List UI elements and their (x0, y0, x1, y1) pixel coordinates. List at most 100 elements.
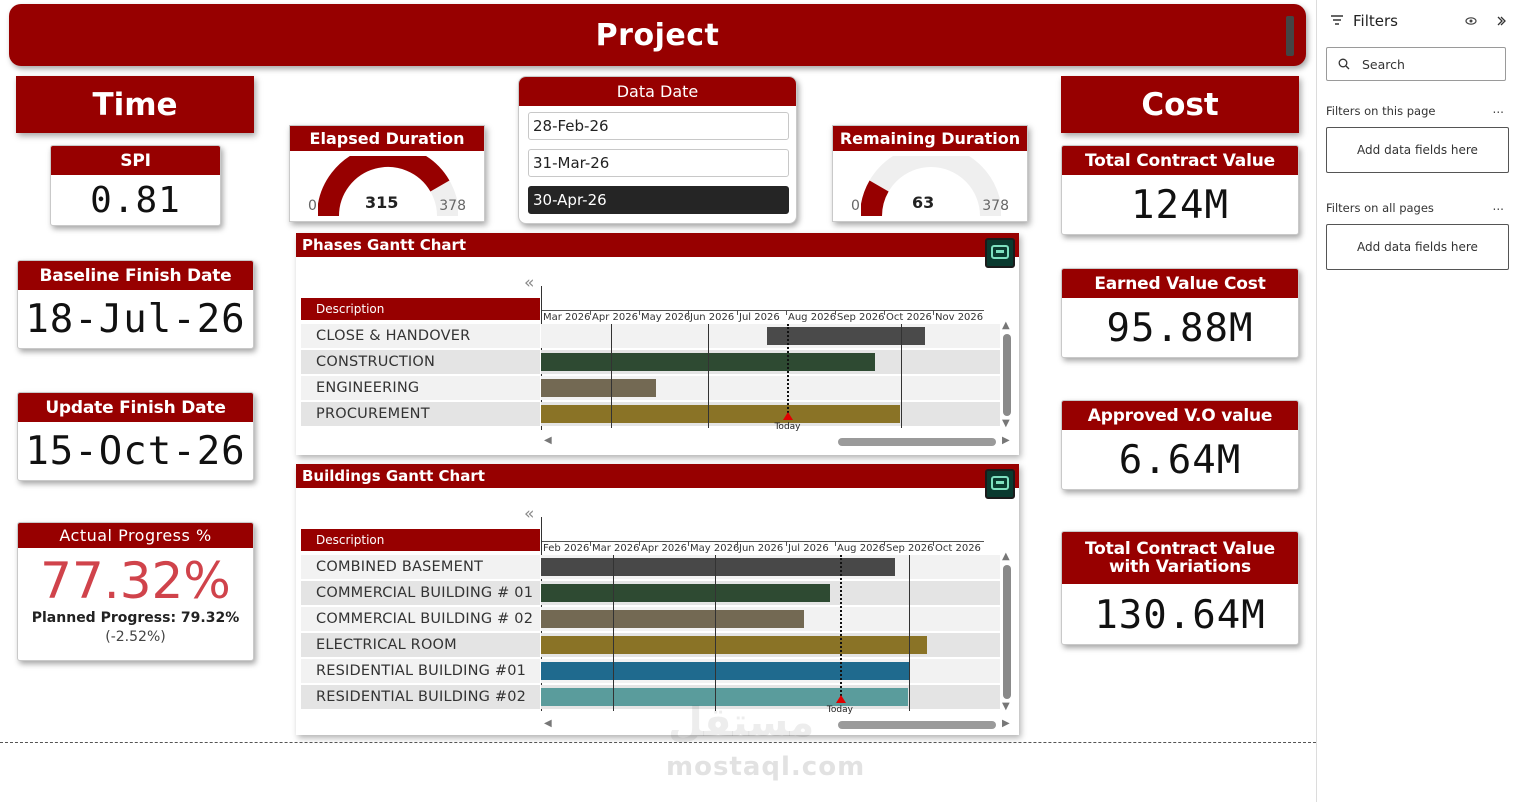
data-date-option[interactable]: 31-Mar-26 (528, 149, 789, 177)
spi-card[interactable]: SPI 0.81 (50, 145, 221, 226)
add-fields-all-pages[interactable]: Add data fields here (1326, 224, 1509, 270)
buildings-horizontal-scrollbar[interactable] (838, 721, 996, 729)
total-with-variations-card[interactable]: Total Contract Value with Variations 130… (1061, 531, 1299, 645)
buildings-task-bar[interactable] (541, 688, 908, 706)
buildings-axis-tick (590, 541, 591, 546)
phases-gridline (901, 324, 903, 428)
search-placeholder: Search (1362, 57, 1405, 72)
buildings-axis-tick (933, 541, 934, 546)
buildings-scroll-right-icon[interactable]: ▶ (1002, 718, 1010, 729)
buildings-month-label: Aug 2026 (837, 543, 886, 554)
buildings-scroll-down-icon[interactable]: ▼ (1002, 701, 1010, 712)
buildings-gantt-title: Buildings Gantt Chart (296, 464, 1019, 488)
filters-pane: Filters Search Filters on this page ... … (1316, 0, 1516, 802)
data-date-option[interactable]: 28-Feb-26 (528, 112, 789, 140)
filter-search-input[interactable]: Search (1326, 47, 1506, 81)
approved-vo-card[interactable]: Approved V.O value 6.64M (1061, 400, 1299, 490)
phases-axis-tick (688, 310, 689, 315)
update-finish-value: 15-Oct-26 (25, 428, 246, 474)
page-title: Project (595, 17, 720, 53)
actual-progress-card[interactable]: Actual Progress % 77.32% Planned Progres… (17, 522, 254, 661)
buildings-row-label[interactable]: RESIDENTIAL BUILDING #01 (301, 659, 540, 683)
gantt-export-button[interactable] (985, 469, 1015, 499)
filters-title: Filters (1353, 12, 1398, 30)
buildings-task-bar[interactable] (541, 662, 909, 680)
phases-scroll-right-icon[interactable]: ▶ (1002, 435, 1010, 446)
phases-task-bar[interactable] (766, 327, 926, 345)
phases-gantt-title: Phases Gantt Chart (296, 233, 1019, 257)
phases-month-label: Jun 2026 (690, 312, 735, 323)
phases-today-line (787, 324, 790, 420)
buildings-axis-line (541, 541, 984, 542)
total-contract-card[interactable]: Total Contract Value 124M (1061, 145, 1299, 235)
buildings-scroll-left-icon[interactable]: ◀ (544, 718, 552, 729)
phases-row-label[interactable]: PROCUREMENT (301, 402, 540, 426)
collapse-pane-icon[interactable] (1496, 16, 1506, 26)
remaining-duration-card[interactable]: Remaining Duration 0 63 378 (832, 125, 1028, 222)
collapse-icon[interactable]: « (524, 273, 535, 293)
earned-value-card[interactable]: Earned Value Cost 95.88M (1061, 268, 1299, 358)
phases-vertical-scrollbar[interactable] (1003, 334, 1011, 416)
phases-axis-line (541, 310, 984, 311)
spi-value: 0.81 (90, 179, 181, 221)
update-finish-card[interactable]: Update Finish Date 15-Oct-26 (17, 392, 254, 481)
baseline-finish-card[interactable]: Baseline Finish Date 18-Jul-26 (17, 260, 254, 349)
phases-month-label: Aug 2026 (788, 312, 837, 323)
data-date-slicer[interactable]: Data Date 28-Feb-26 31-Mar-26 30-Apr-26 (518, 76, 797, 224)
add-fields-this-page[interactable]: Add data fields here (1326, 127, 1509, 173)
buildings-task-bar[interactable] (541, 558, 895, 576)
report-header: Project (9, 4, 1306, 66)
phases-scroll-up-icon[interactable]: ▲ (1002, 320, 1010, 331)
buildings-row-label[interactable]: COMMERCIAL BUILDING # 02 (301, 607, 540, 631)
more-options-icon[interactable]: ... (1492, 199, 1504, 213)
earned-value-value: 95.88M (1106, 305, 1254, 351)
phases-scroll-left-icon[interactable]: ◀ (544, 435, 552, 446)
phases-row-label[interactable]: ENGINEERING (301, 376, 540, 400)
page-separator (0, 742, 1316, 743)
phases-month-label: Apr 2026 (592, 312, 638, 323)
gantt-export-button[interactable] (985, 238, 1015, 268)
phases-row-label[interactable]: CLOSE & HANDOVER (301, 324, 540, 348)
phases-today-label: Today (774, 422, 801, 432)
eye-icon[interactable] (1465, 16, 1477, 26)
approved-vo-value: 6.64M (1118, 437, 1242, 483)
buildings-month-label: Feb 2026 (543, 543, 590, 554)
buildings-task-bar[interactable] (541, 584, 830, 602)
total-with-variations-label: Total Contract Value with Variations (1062, 532, 1298, 584)
more-options-icon[interactable]: ... (1492, 102, 1504, 116)
elapsed-gauge (318, 156, 458, 217)
buildings-task-bar[interactable] (541, 636, 927, 654)
cost-section-title: Cost (1061, 76, 1299, 133)
buildings-row-label[interactable]: COMMERCIAL BUILDING # 01 (301, 581, 540, 605)
buildings-task-bar[interactable] (541, 610, 805, 628)
export-icon (991, 476, 1009, 490)
buildings-row-label[interactable]: ELECTRICAL ROOM (301, 633, 540, 657)
remaining-value: 63 (912, 193, 935, 212)
phases-task-bar[interactable] (541, 405, 901, 423)
phases-horizontal-scrollbar[interactable] (838, 438, 996, 446)
buildings-row-label[interactable]: COMBINED BASEMENT (301, 555, 540, 579)
data-date-label: Data Date (519, 77, 796, 106)
total-contract-value: 124M (1131, 182, 1229, 228)
collapse-icon[interactable]: « (524, 504, 535, 524)
remaining-min: 0 (851, 198, 860, 214)
phases-gridline (708, 324, 710, 428)
elapsed-duration-card[interactable]: Elapsed Duration 0 315 378 (289, 125, 485, 222)
phases-row-label[interactable]: CONSTRUCTION (301, 350, 540, 374)
buildings-scroll-up-icon[interactable]: ▲ (1002, 551, 1010, 562)
phases-gantt-chart[interactable]: Phases Gantt Chart « Description Mar 202… (296, 233, 1019, 455)
buildings-gantt-chart[interactable]: Buildings Gantt Chart « Description Feb … (296, 464, 1019, 735)
buildings-vertical-scrollbar[interactable] (1003, 565, 1011, 699)
header-scrollbar[interactable] (1286, 16, 1294, 56)
phases-scroll-down-icon[interactable]: ▼ (1002, 418, 1010, 429)
filter-icon (1331, 15, 1343, 25)
earned-value-label: Earned Value Cost (1062, 269, 1298, 298)
phases-month-label: Jul 2026 (739, 312, 780, 323)
buildings-row-label[interactable]: RESIDENTIAL BUILDING #02 (301, 685, 540, 709)
phases-axis-tick (590, 310, 591, 315)
phases-task-bar[interactable] (541, 379, 657, 397)
total-with-variations-value: 130.64M (1094, 592, 1266, 638)
data-date-option-selected[interactable]: 30-Apr-26 (528, 186, 789, 214)
phases-axis-tick (884, 310, 885, 315)
actual-progress-value: 77.32% (40, 552, 231, 610)
